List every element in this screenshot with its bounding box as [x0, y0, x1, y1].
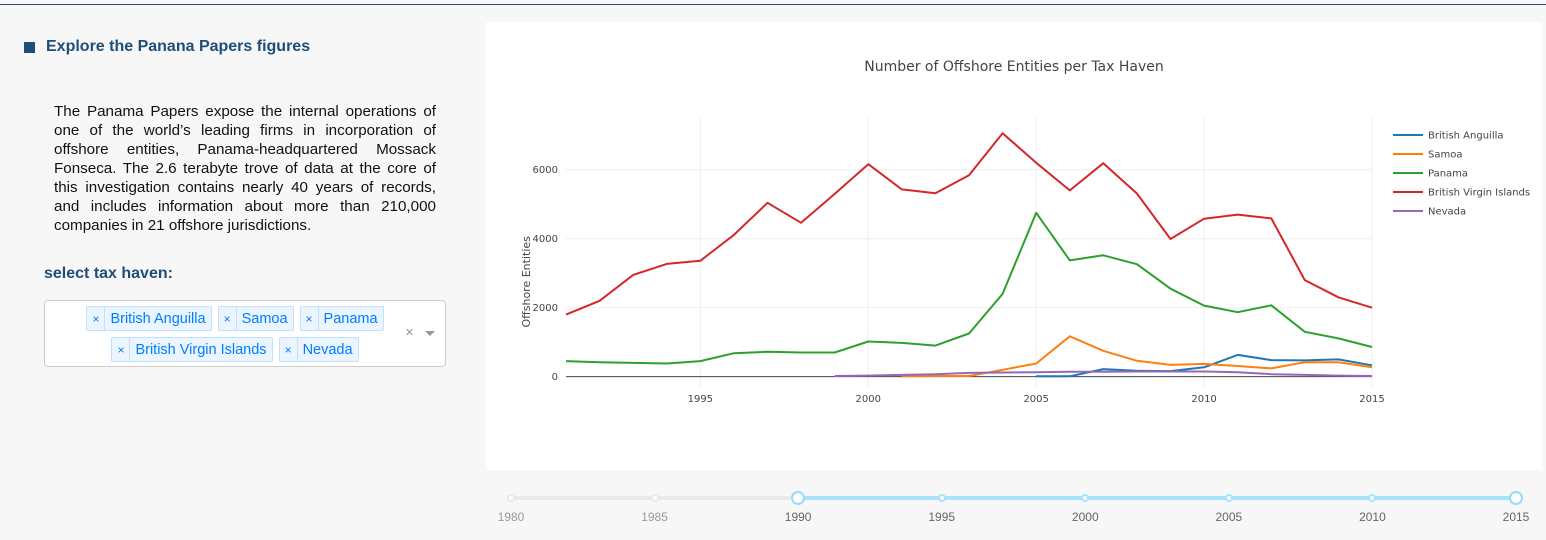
slider-mark-dot[interactable] — [507, 494, 515, 502]
remove-tag-icon[interactable]: × — [219, 307, 237, 330]
tag-label: Nevada — [302, 341, 353, 358]
tag-label: Panama — [323, 310, 378, 327]
slider-mark-label[interactable]: 2000 — [1071, 510, 1099, 524]
section-title: Explore the Panana Papers figures — [24, 38, 310, 56]
legend-label: Nevada — [1428, 207, 1466, 218]
tag-label: British Anguilla — [110, 310, 206, 327]
selected-tag: × Samoa — [217, 306, 294, 331]
legend-label: Samoa — [1428, 150, 1462, 161]
x-tick-label: 2010 — [1191, 394, 1216, 405]
chart-title: Number of Offshore Entities per Tax Have… — [864, 59, 1164, 75]
intro-paragraph: The Panama Papers expose the internal op… — [54, 103, 436, 234]
remove-tag-icon[interactable]: × — [280, 338, 298, 361]
x-tick-label: 2000 — [856, 394, 881, 405]
slider-mark-dot[interactable] — [937, 494, 946, 502]
series-line-nevada — [834, 370, 1373, 377]
slider-mark-dot[interactable] — [650, 494, 659, 502]
top-divider — [0, 4, 1546, 5]
slider-handle-end[interactable] — [1509, 491, 1523, 505]
legend-label: British Anguilla — [1428, 131, 1504, 142]
slider-mark-label[interactable]: 1985 — [641, 510, 668, 524]
slider-mark-dot[interactable] — [1368, 494, 1377, 502]
chart-panel: Number of Offshore Entities per Tax Have… — [486, 22, 1542, 470]
square-bullet-icon — [24, 41, 35, 53]
line-chart: Number of Offshore Entities per Tax Have… — [520, 59, 1530, 405]
y-axis-title: Offshore Entities — [520, 236, 533, 328]
selected-tag: × British Anguilla — [86, 306, 212, 331]
select-label: select tax haven: — [44, 265, 173, 282]
slider-mark-dot[interactable] — [1081, 494, 1090, 502]
slider-mark-label[interactable]: 2010 — [1359, 510, 1386, 524]
x-tick-label: 2015 — [1359, 394, 1384, 405]
legend-label: British Virgin Islands — [1428, 188, 1530, 199]
y-tick-label: 2000 — [533, 303, 558, 314]
slider-handle-start[interactable] — [791, 491, 806, 505]
slider-mark-label[interactable]: 2005 — [1215, 510, 1243, 524]
legend-label: Panama — [1428, 169, 1468, 180]
slider-track[interactable] — [798, 496, 1516, 500]
slider-mark-label[interactable]: 2015 — [1502, 510, 1530, 524]
series-line-british-virgin-islands — [565, 132, 1373, 316]
slider-mark-label[interactable]: 1980 — [497, 510, 525, 524]
tax-haven-multiselect[interactable]: × British Anguilla × Samoa × Panama × British V… — [44, 300, 446, 367]
remove-tag-icon[interactable]: × — [87, 307, 106, 330]
clear-all-icon[interactable]: × — [405, 324, 414, 341]
section-title-text: Explore the Panana Papers figures — [46, 38, 311, 55]
x-tick-label: 1995 — [688, 394, 713, 405]
series-line-panama — [565, 211, 1373, 365]
selected-tag: × British Virgin Islands — [111, 337, 273, 362]
tag-label: Samoa — [241, 310, 288, 327]
y-tick-label: 4000 — [533, 234, 558, 245]
selected-tag: × Nevada — [278, 337, 359, 362]
dropdown-arrow-icon[interactable] — [425, 331, 435, 336]
series-line-samoa — [901, 335, 1373, 378]
remove-tag-icon[interactable]: × — [301, 307, 319, 330]
y-tick-label: 0 — [552, 372, 558, 383]
y-tick-label: 6000 — [533, 165, 558, 176]
year-range-slider[interactable]: 1980 1985 1990 1995 2000 2005 2010 2015 — [0, 486, 1546, 540]
selected-tags: × British Anguilla × Samoa × Panama × British V… — [75, 306, 395, 362]
slider-mark-label[interactable]: 1995 — [928, 510, 956, 524]
remove-tag-icon[interactable]: × — [112, 338, 131, 361]
slider-mark-dot[interactable] — [1224, 494, 1233, 502]
selected-tag: × Panama — [299, 306, 384, 331]
x-tick-label: 2005 — [1023, 394, 1048, 405]
slider-mark-label[interactable]: 1990 — [784, 510, 812, 524]
tag-label: British Virgin Islands — [135, 341, 267, 358]
